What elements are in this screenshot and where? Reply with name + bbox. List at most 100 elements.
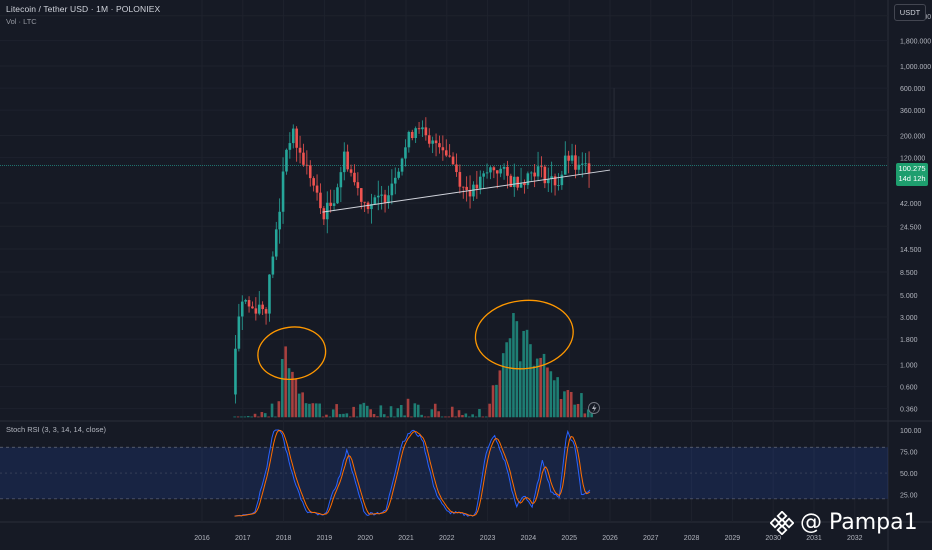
candle-body [563,155,567,175]
stoch-rsi-panel [0,429,888,517]
volume-bar [311,403,315,418]
volume-bar [301,392,304,418]
candle-body [261,304,264,310]
candle-body [509,175,513,187]
volume-bar [457,410,461,418]
time-tick-label: 2024 [521,535,537,542]
volume-bar [393,416,396,418]
candle-body [584,163,587,165]
volume-bar [576,403,580,418]
candle-body [346,151,349,170]
volume-bar [338,414,342,418]
volume-bar [253,413,257,418]
candle-body [455,164,458,173]
candle-body [349,169,353,173]
candle-body [274,229,278,257]
stoch-d-line [234,429,591,517]
volume-bar [430,409,434,418]
candle-body [339,172,343,188]
time-tick-label: 2017 [235,535,251,542]
candle-body [410,131,414,139]
volume-bar [277,401,281,418]
time-tick-label: 2032 [847,535,863,542]
volume-bar [280,359,284,418]
candle-body [519,182,523,188]
stoch-rsi-legend[interactable]: Stoch RSI (3, 3, 14, 14, close) [6,425,107,434]
volume-bar [471,414,474,418]
volume-bar [559,399,563,418]
volume-bar [396,408,400,418]
volume-bar [335,404,338,418]
price-tick-label: 0.600 [900,385,918,392]
volume-bar [291,371,294,418]
candle-body [308,165,312,179]
candle-body [560,174,564,186]
volume-bar [287,368,291,418]
price-tick-label: 1,000.000 [900,64,931,71]
candle-body [315,185,319,193]
volume-bar [294,378,298,418]
candle-body [557,185,560,186]
candle-body [431,140,434,144]
candle-body [465,186,468,190]
candle-body [254,308,258,314]
candle-body [305,164,309,166]
candle-body [414,128,417,139]
volume-bar [525,329,529,418]
candle-body [451,156,455,165]
candle-body [322,208,326,220]
volume-bar [236,416,240,418]
volume-bar [355,416,359,418]
candle-body [546,179,550,184]
candle-body [288,143,292,150]
volume-bar [450,406,454,418]
volume-bar [427,416,430,418]
time-tick-label: 2021 [398,535,414,542]
volume-bar [542,353,546,418]
volume-bar [318,403,321,418]
symbol-title[interactable]: Litecoin / Tether USD · 1M · POLONIEX [6,4,161,14]
volume-bar [437,411,440,418]
volume-bar [586,409,590,418]
candle-body [492,167,496,171]
candle-body [363,201,366,203]
candle-body [247,300,251,307]
volume-bar [376,416,379,418]
candle-body [356,182,360,189]
volume-bar [580,393,583,418]
candle-body [438,143,441,148]
candle-body [441,147,445,151]
candle-body [393,177,397,184]
price-tick-label: 1.800 [900,337,918,344]
candle-body [448,155,451,157]
candle-body [489,167,492,173]
price-tick-label: 42.000 [900,201,922,208]
volume-bar [274,416,277,418]
volume-bar [508,338,512,418]
candle-body [580,163,584,165]
volume-bar [362,402,366,418]
volume-bar [243,416,247,418]
volume-bar [308,403,311,418]
candle-body [291,128,295,144]
volume-bar [406,398,410,418]
price-tick-label: 14.500 [900,247,922,254]
candle-body [478,176,482,189]
volume-bar [369,409,372,418]
candle-body [485,172,489,174]
volume-bar [416,404,420,418]
volume-bar [573,404,576,418]
volume-bar [257,416,260,418]
volume-bar [478,409,481,418]
volume-bar [250,416,253,418]
currency-selector[interactable]: USDT [894,4,926,21]
candle-body [257,304,261,314]
watermark-text: @ Pampa1 [800,510,918,535]
volume-bar [233,416,236,418]
candle-body [298,147,302,153]
volume-bar [345,413,349,418]
volume-bar [566,390,570,418]
candle-body [383,194,387,204]
candle-body [251,306,254,309]
